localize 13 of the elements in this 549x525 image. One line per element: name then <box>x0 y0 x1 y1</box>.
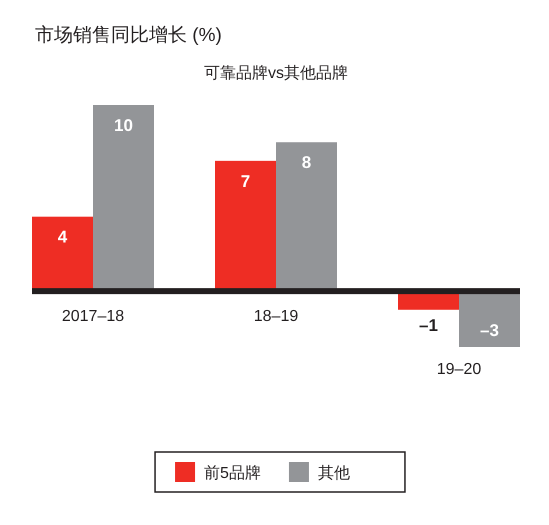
data-label: 4 <box>58 228 68 247</box>
chart-subtitle: 可靠品牌vs其他品牌 <box>204 64 348 82</box>
data-label: –3 <box>480 321 499 340</box>
x-tick-label: 19–20 <box>436 361 482 378</box>
chart-title: 市场销售同比增长 (%) <box>35 24 222 46</box>
x-tick-label: 2017–18 <box>62 308 124 326</box>
legend-label: 前5品牌 <box>204 464 261 482</box>
data-label: 10 <box>114 116 133 135</box>
data-label: 8 <box>302 153 312 172</box>
data-label: –1 <box>419 316 438 335</box>
legend-label: 其他 <box>318 464 350 482</box>
x-tick-label: 18–19 <box>254 308 298 326</box>
data-label: 7 <box>240 172 250 191</box>
